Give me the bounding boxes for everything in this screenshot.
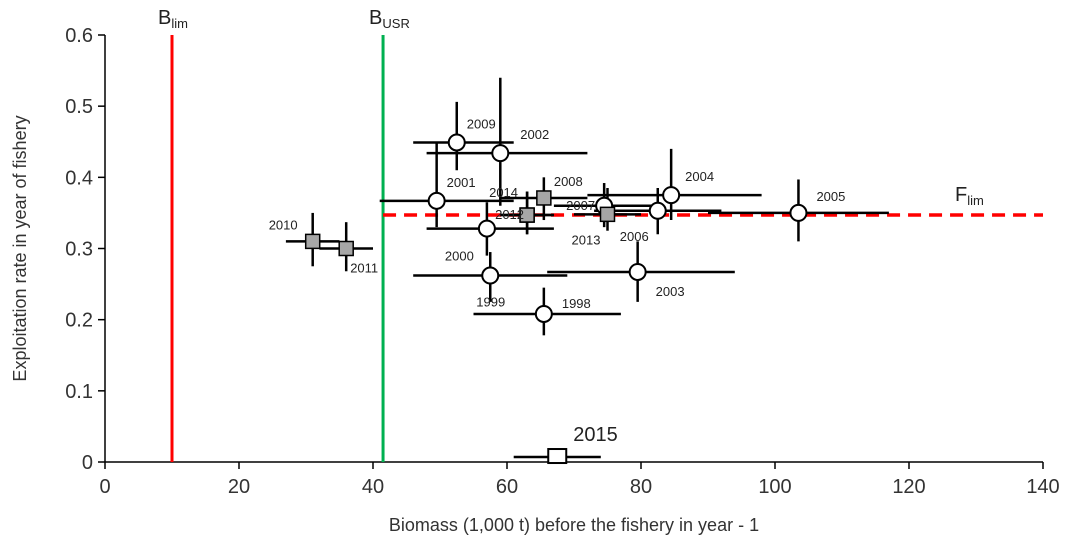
x-tick-label: 100 [758,476,791,498]
data-point-2008 [536,190,552,206]
x-tick-label: 60 [496,476,518,498]
data-label-2001: 2001 [447,175,476,190]
data-label-1999: 1999 [476,295,505,310]
data-point-2010 [304,233,321,250]
reference-label-B-USR: BUSR [369,7,410,31]
data-point-1999 [481,266,500,285]
data-point-2001 [427,191,446,210]
data-point-1998 [534,304,553,323]
y-tick-label: 0.6 [65,25,93,47]
x-tick-label: 20 [228,476,250,498]
data-point-2000 [477,219,496,238]
data-point-2013 [599,206,616,223]
data-label-2006: 2006 [620,229,649,244]
x-tick-label: 0 [99,476,110,498]
data-label-2002: 2002 [520,127,549,142]
y-tick-label: 0.3 [65,239,93,261]
data-point-2006 [648,201,667,220]
y-tick-label: 0.4 [65,167,93,189]
data-label-2012: 2012 [495,207,524,222]
data-point-2014 [519,207,535,223]
x-tick-label: 40 [362,476,384,498]
data-label-2005: 2005 [816,189,845,204]
data-label-2010: 2010 [269,217,298,232]
y-tick-label: 0.5 [65,96,93,118]
y-axis-title: Exploitation rate in year of fishery [10,115,30,381]
data-point-2003 [628,262,647,281]
data-label-2008: 2008 [554,174,583,189]
data-label-2007: 2007 [566,198,595,213]
data-label-2009: 2009 [467,116,496,131]
data-label-2003: 2003 [656,284,685,299]
data-points [304,133,808,465]
data-label-2015: 2015 [573,424,618,446]
data-label-1998: 1998 [562,296,591,311]
point-labels: 1998 1999 2000 2001 2002 2003 2004 2005 2006 2007… [269,116,846,446]
reference-label-B-lim: Blim [158,7,188,31]
reference-label-F-lim: Flim [955,184,984,208]
x-tick-label: 120 [892,476,925,498]
data-point-2011 [338,240,354,257]
data-point-2005 [789,203,808,222]
data-point-2015 [547,448,568,465]
x-tick-label: 140 [1026,476,1059,498]
y-tick-label: 0.2 [65,310,93,332]
x-axis-title: Biomass (1,000 t) before the fishery in … [389,515,759,535]
data-label-2004: 2004 [685,169,714,184]
data-label-2014: 2014 [489,185,518,200]
data-label-2011: 2011 [350,261,378,276]
data-point-2009 [447,133,466,152]
y-tick-label: 0.1 [65,381,93,403]
data-label-2000: 2000 [445,249,474,264]
x-tick-label: 80 [630,476,652,498]
y-tick-label: 0 [82,452,93,474]
data-point-2002 [491,144,510,163]
data-point-2004 [662,186,681,205]
data-label-2013: 2013 [572,232,601,247]
